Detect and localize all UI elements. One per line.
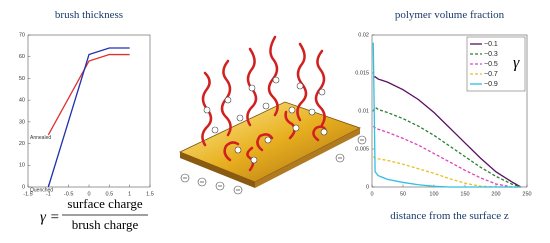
legend-label: −0.5: [484, 61, 498, 68]
series-line: [47, 53, 130, 136]
x-tick-label: 0.5: [106, 191, 114, 197]
y-tick-label: 0.005: [355, 146, 369, 152]
y-tick-label: 10: [19, 163, 25, 169]
series-line: [372, 42, 521, 188]
x-tick-label: 0: [370, 191, 373, 197]
y-tick-label: 20: [19, 141, 25, 147]
x-tick-label: 250: [522, 191, 531, 197]
formula-denominator: brush charge: [72, 217, 139, 232]
plot-frame: [371, 34, 528, 188]
plot-frame: [27, 34, 151, 188]
x-tick-label: 1: [128, 191, 131, 197]
formula: γ = surface charge brush charge: [40, 196, 148, 232]
x-tick-label: 50: [400, 191, 406, 197]
x-axis-label: distance from the surface z: [390, 210, 509, 222]
brush-illustration: [179, 35, 367, 195]
y-tick-label: 0.01: [358, 108, 369, 114]
legend-label: −0.1: [484, 41, 498, 48]
series-label: Quenched: [30, 187, 53, 193]
x-tick-label: -1: [46, 191, 51, 197]
legend-label: −0.7: [484, 71, 498, 78]
y-tick-label: 50: [19, 76, 25, 82]
x-tick-label: -1.5: [23, 191, 32, 197]
y-tick-label: 0: [366, 184, 369, 190]
series-line: [47, 47, 130, 188]
x-tick-label: 150: [460, 191, 469, 197]
x-tick-label: -0.5: [64, 191, 73, 197]
y-tick-label: 0.015: [355, 70, 369, 76]
y-tick-label: 30: [19, 119, 25, 125]
chart-title: polymer volume fraction: [395, 9, 505, 21]
formula-lhs: γ =: [40, 209, 60, 225]
y-tick-label: 60: [19, 54, 25, 60]
y-tick-label: 0.02: [358, 32, 369, 38]
legend-title: γ: [513, 55, 520, 72]
x-tick-label: 100: [429, 191, 438, 197]
x-tick-label: 0: [87, 191, 90, 197]
series-line: [372, 125, 521, 188]
series-label: Annealed: [30, 135, 51, 141]
chart-title: brush thickness: [55, 9, 123, 21]
y-tick-label: 40: [19, 98, 25, 104]
legend-label: −0.3: [484, 51, 498, 58]
x-tick-label: 200: [491, 191, 500, 197]
x-tick-label: 1.5: [146, 191, 154, 197]
legend-label: −0.9: [484, 81, 498, 88]
y-tick-label: 70: [19, 32, 25, 38]
series-line: [373, 76, 522, 188]
y-tick-label: 0: [22, 184, 25, 190]
formula-numerator: surface charge: [67, 196, 142, 211]
